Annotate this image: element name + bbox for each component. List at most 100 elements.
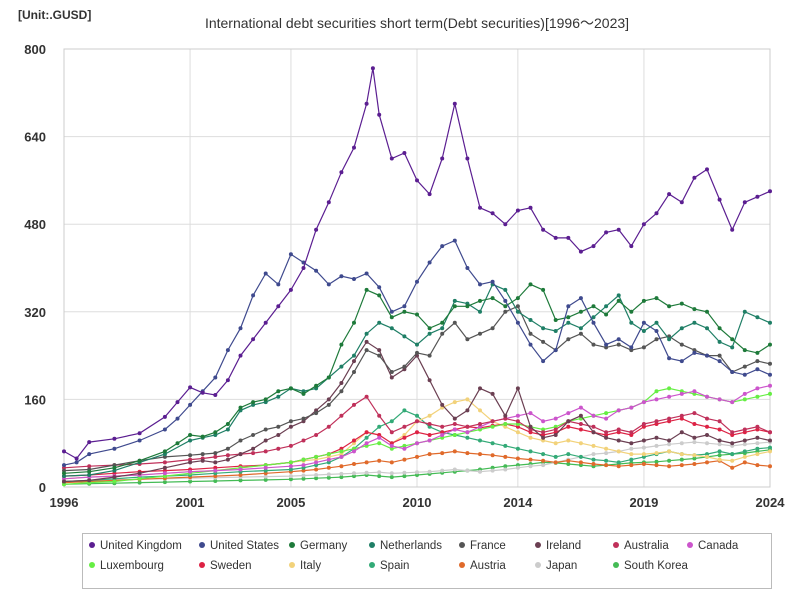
series-point <box>730 458 735 463</box>
series-point <box>591 413 596 418</box>
series-point <box>263 468 268 473</box>
series-point <box>742 427 747 432</box>
series-point <box>389 460 394 465</box>
series-point <box>641 345 646 350</box>
series-point <box>213 460 218 465</box>
plot-area <box>63 48 771 488</box>
series-point <box>717 397 722 402</box>
series-point <box>188 460 193 465</box>
series-point <box>654 463 659 468</box>
series-point <box>402 364 407 369</box>
series-point <box>679 301 684 306</box>
legend-item: Australia <box>613 540 669 552</box>
series-point <box>553 454 558 459</box>
series-point <box>326 282 331 287</box>
series-line <box>63 387 771 485</box>
series-point <box>692 453 697 458</box>
series-point <box>616 430 621 435</box>
series-point <box>541 435 546 440</box>
series-point <box>604 312 609 317</box>
legend-marker <box>289 561 295 568</box>
series-line <box>63 441 771 483</box>
series-point <box>654 451 659 456</box>
series-point <box>389 309 394 314</box>
series-point <box>742 442 747 447</box>
series-point <box>213 451 218 456</box>
series-point <box>326 424 331 429</box>
series-point <box>679 342 684 347</box>
series-point <box>717 353 722 358</box>
series-point <box>629 446 634 451</box>
series-point <box>377 320 382 325</box>
series-point <box>616 464 621 469</box>
series-point <box>427 433 432 437</box>
series-point <box>112 446 117 451</box>
series-point <box>377 285 382 290</box>
series-point <box>641 452 646 457</box>
series-point <box>370 66 375 71</box>
series-point <box>742 438 747 443</box>
series-point <box>478 386 482 391</box>
series-point <box>654 320 659 325</box>
series-point <box>415 178 419 183</box>
series-point <box>730 337 735 342</box>
series-point <box>465 266 470 270</box>
series-point <box>667 356 672 361</box>
series-point <box>87 452 92 457</box>
series-point <box>62 479 66 484</box>
legend-marker <box>369 541 375 548</box>
series-point <box>692 350 697 355</box>
legend-marker <box>459 561 465 568</box>
series-line <box>63 239 771 466</box>
series-point <box>692 411 697 416</box>
series-point <box>326 457 331 462</box>
series-point <box>591 452 596 457</box>
series-point <box>654 397 659 402</box>
series-point <box>402 443 407 448</box>
legend-label: Canada <box>698 540 739 552</box>
series-point <box>301 457 306 462</box>
series-point <box>112 479 117 484</box>
legend-marker <box>613 541 619 548</box>
series-point <box>415 473 419 477</box>
legend-label: Ireland <box>546 540 582 552</box>
series-point <box>679 413 684 418</box>
series-point <box>402 334 407 339</box>
series-point <box>314 473 319 477</box>
series-point <box>162 471 167 476</box>
series-point <box>112 475 117 480</box>
series-point <box>314 227 319 232</box>
series-point <box>427 378 432 383</box>
series-point <box>755 315 760 320</box>
series-point <box>705 441 709 446</box>
series-point <box>389 315 394 320</box>
series-point <box>465 424 470 429</box>
series-point <box>654 211 659 216</box>
series-point <box>654 459 659 464</box>
series-point <box>667 442 672 447</box>
series-point <box>288 424 293 429</box>
series-point <box>629 441 634 446</box>
legend-item: Netherlands <box>369 540 442 552</box>
series-point <box>415 342 419 347</box>
series-point <box>314 383 319 388</box>
series-point <box>263 449 268 454</box>
series-point <box>276 394 281 399</box>
series-point <box>440 468 445 473</box>
series-point <box>591 430 596 435</box>
series-point <box>288 477 293 482</box>
legend-label: South Korea <box>624 560 688 572</box>
series-point <box>288 287 293 292</box>
series-point <box>440 424 445 429</box>
series-point <box>238 438 243 443</box>
series-point <box>604 416 609 421</box>
series-point <box>352 438 356 443</box>
series-point <box>440 433 445 437</box>
series-point <box>742 200 747 205</box>
series-point <box>667 192 672 197</box>
series-point <box>427 469 432 474</box>
series-point <box>364 460 369 465</box>
series-point <box>301 266 306 270</box>
series-point <box>251 293 256 298</box>
series-point <box>629 309 634 314</box>
